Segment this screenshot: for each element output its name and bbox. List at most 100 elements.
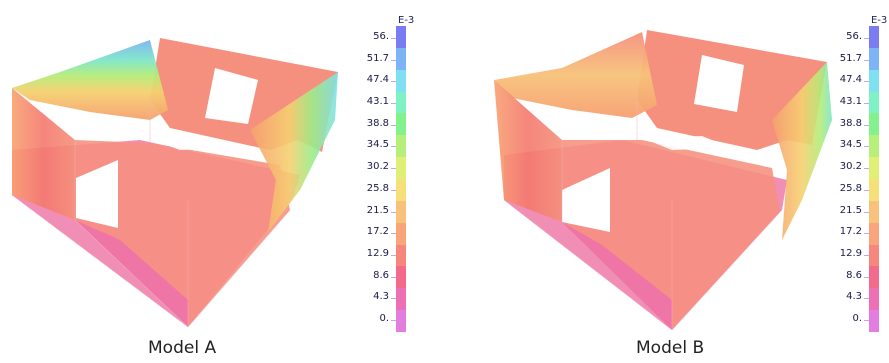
- model-b-scale-tick-label: 34.5: [839, 139, 862, 151]
- model-b-scale-tick-mark: [864, 103, 869, 105]
- model-a-scale-band: [396, 244, 406, 267]
- model-b-scale-tick-label: 8.6: [846, 269, 862, 281]
- model-b-panel: E-3 56. 51.7 47.4 43.1 38.8 34.5 30.2 25.8 21.5 1…: [482, 0, 889, 363]
- model-a-scale-band: [396, 266, 406, 289]
- model-a-scale-tick-mark: [391, 211, 396, 213]
- model-b-scale-band: [869, 157, 879, 180]
- model-b-scale-tick-mark: [864, 254, 869, 256]
- model-b-scale-tick-label: 4.3: [846, 291, 862, 303]
- model-a-opening-front: [76, 160, 118, 228]
- model-a-scale-band: [396, 26, 406, 49]
- model-b-scale-tick-mark: [864, 81, 869, 83]
- model-b-top-ridge: [494, 32, 657, 118]
- model-b-scale-band: [869, 113, 879, 136]
- model-a-scale-tick-label: 0.: [379, 313, 389, 324]
- model-a-scale-band: [396, 113, 406, 136]
- model-b-contour-plot: [494, 30, 832, 331]
- model-a-scale-tick-label: 51.7: [366, 52, 389, 64]
- model-b-color-scale: E-3 56. 51.7 47.4 43.1 38.8 34.5 30.2 25.8 21.5 1…: [828, 15, 888, 340]
- model-a-scale-band: [396, 135, 406, 158]
- model-b-scale-tick-mark: [864, 320, 869, 321]
- model-b-scale-band: [869, 244, 879, 267]
- model-a-scale-tick-label: 30.2: [366, 161, 389, 173]
- model-b-right-edge: [772, 62, 832, 240]
- model-b-scale-tick-mark: [864, 298, 869, 300]
- model-b-mesh-lines: [503, 100, 781, 331]
- model-b-scale-tick-mark: [864, 211, 869, 213]
- model-b-opening-back: [694, 55, 744, 112]
- model-a-scale-tick-label: 12.9: [366, 247, 389, 259]
- model-a-scale-tick-label: 34.5: [366, 139, 389, 151]
- model-b-scale-band: [869, 91, 879, 114]
- model-a-scale-bar: [396, 26, 406, 333]
- model-b-scale-tick-label: 0.: [852, 313, 862, 324]
- model-a-scale-tick-mark: [391, 276, 396, 278]
- model-a-scale-band: [396, 288, 406, 311]
- model-b-scale-tick-mark: [864, 124, 869, 126]
- model-a-left-wall: [12, 88, 75, 220]
- model-b-scale-tick-mark: [864, 38, 869, 39]
- model-a-scale-band: [396, 200, 406, 224]
- model-b-scale-band: [869, 69, 879, 93]
- model-a-scale-band: [396, 310, 406, 333]
- model-a-scale-band: [396, 47, 406, 71]
- model-b-scale-tick-label: 21.5: [839, 204, 862, 216]
- model-a-scale-tick-mark: [391, 103, 396, 105]
- model-b-left-wall: [494, 80, 562, 222]
- model-a-scale-tick-label: 47.4: [366, 74, 389, 86]
- model-a-scale-band: [396, 69, 406, 93]
- model-b-scale-tick-label: 56.: [846, 31, 862, 42]
- model-b-opening-slot: [642, 136, 732, 150]
- model-b-scale-tick-mark: [864, 146, 869, 148]
- model-a-scale-tick-label: 38.8: [366, 117, 389, 129]
- model-a-front-wall: [75, 140, 290, 327]
- model-a-scale-unit: E-3: [398, 15, 415, 26]
- model-b-scale-tick-mark: [864, 168, 869, 170]
- model-b-opening-front: [562, 168, 610, 232]
- model-b-scale-tick-mark: [864, 276, 869, 278]
- model-b-scale-band: [869, 26, 879, 49]
- model-a-opening-back: [205, 68, 258, 124]
- model-b-scale-band: [869, 310, 879, 333]
- model-b-scale-band: [869, 288, 879, 311]
- model-a-scale-band: [396, 179, 406, 202]
- model-a-scale-tick-label: 21.5: [366, 204, 389, 216]
- model-b-scale-tick-mark: [864, 189, 869, 191]
- model-a-scale-tick-mark: [391, 298, 396, 300]
- model-a-caption: Model A: [148, 338, 217, 358]
- model-a-scale-tick-label: 4.3: [373, 291, 389, 303]
- model-b-front-wall: [562, 140, 780, 330]
- model-a-scale-tick-mark: [391, 254, 396, 256]
- model-a-scale-tick-mark: [391, 59, 396, 61]
- model-a-scale-tick-label: 56.: [373, 31, 389, 42]
- model-a-panel: E-3 56. 51.7 47.4 43.1 38.8 34.5 30.2 25.8 21.5 1…: [0, 0, 444, 363]
- model-a-scale-tick-mark: [391, 233, 396, 235]
- model-a-mesh-lines: [11, 100, 291, 328]
- model-a-color-scale: E-3 56. 51.7 47.4 43.1 38.8 34.5 30.2 25.8 21.5 1…: [355, 15, 415, 340]
- model-a-top-ridge: [12, 40, 168, 120]
- model-b-scale-unit: E-3: [871, 15, 888, 26]
- model-b-scale-tick-label: 17.2: [839, 226, 862, 238]
- model-b-scale-tick-mark: [864, 233, 869, 235]
- model-b-floor: [562, 222, 672, 330]
- model-a-scale-band: [396, 157, 406, 180]
- model-b-scale-band: [869, 266, 879, 289]
- model-a-scale-tick-mark: [391, 38, 396, 39]
- model-a-opening-slot: [152, 138, 240, 150]
- model-a-scale-band: [396, 91, 406, 114]
- model-b-scale-tick-label: 47.4: [839, 74, 862, 86]
- model-a-scale-tick-mark: [391, 189, 396, 191]
- model-b-scale-tick-mark: [864, 59, 869, 61]
- model-b-scale-band: [869, 135, 879, 158]
- model-b-scale-band: [869, 179, 879, 202]
- model-b-scale-tick-label: 30.2: [839, 161, 862, 173]
- model-b-scale-tick-label: 25.8: [839, 182, 862, 194]
- model-a-scale-tick-mark: [391, 146, 396, 148]
- model-a-scale-tick-label: 17.2: [366, 226, 389, 238]
- model-b-scale-tick-label: 12.9: [839, 247, 862, 259]
- model-a-scale-tick-label: 43.1: [366, 96, 389, 108]
- model-a-scale-tick-mark: [391, 320, 396, 321]
- model-b-scale-tick-label: 43.1: [839, 96, 862, 108]
- model-b-scale-tick-label: 38.8: [839, 117, 862, 129]
- model-a-scale-band: [396, 222, 406, 246]
